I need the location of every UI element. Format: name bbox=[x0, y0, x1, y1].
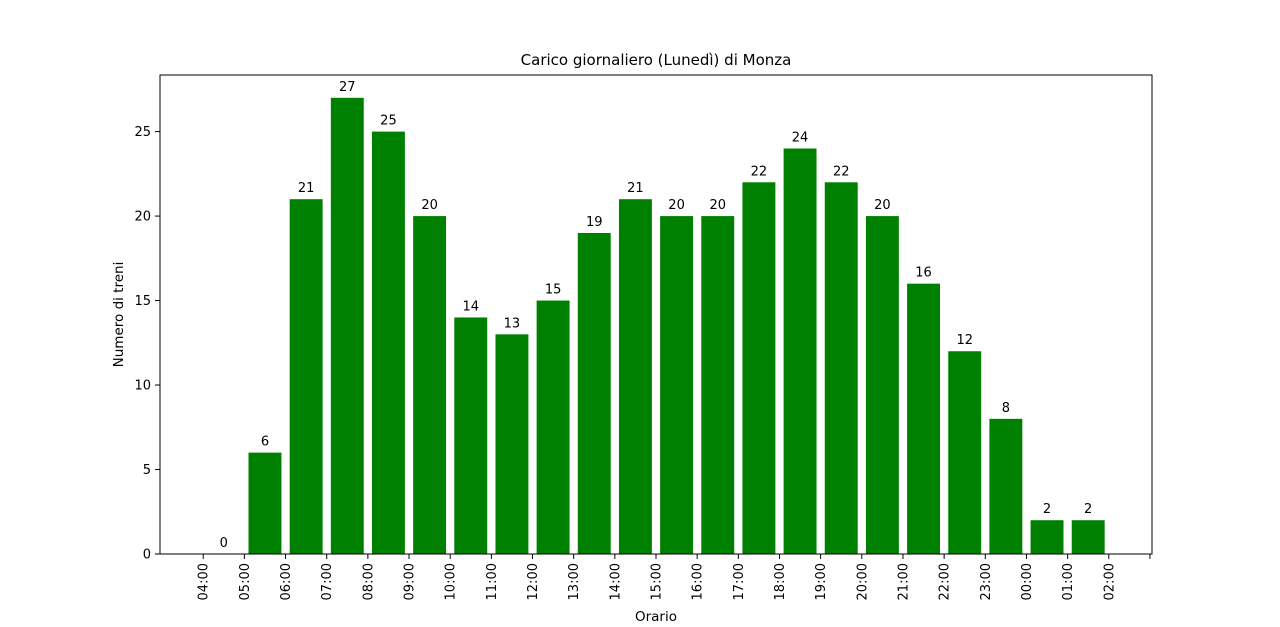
bar-value-label: 27 bbox=[339, 80, 356, 95]
y-axis-label: Numero di treni bbox=[111, 262, 127, 368]
bar-value-label: 12 bbox=[956, 333, 973, 348]
bar bbox=[289, 199, 323, 554]
x-tick-label: 20:00 bbox=[855, 563, 870, 600]
bar bbox=[1030, 520, 1064, 554]
bars-layer bbox=[248, 97, 1105, 555]
x-tick-label: 23:00 bbox=[979, 563, 994, 600]
y-tick-label: 0 bbox=[143, 548, 151, 563]
x-tick-label: 01:00 bbox=[1061, 563, 1076, 600]
bar-value-label: 21 bbox=[298, 181, 315, 196]
x-tick-label: 02:00 bbox=[1102, 563, 1117, 600]
x-tick-label: 22:00 bbox=[938, 563, 953, 600]
bar-value-label: 6 bbox=[261, 435, 269, 450]
bar bbox=[371, 131, 405, 554]
x-tick-label: 21:00 bbox=[896, 563, 911, 600]
bar bbox=[330, 97, 364, 555]
x-tick-label: 07:00 bbox=[320, 563, 335, 600]
x-tick-label: 14:00 bbox=[608, 563, 623, 600]
y-tick-label: 15 bbox=[134, 294, 151, 309]
bar-value-label: 20 bbox=[709, 198, 726, 213]
bar bbox=[618, 199, 652, 554]
bar bbox=[742, 182, 776, 554]
bar-value-label: 21 bbox=[627, 181, 644, 196]
x-tick-label: 04:00 bbox=[197, 563, 212, 600]
bar-value-label: 13 bbox=[504, 316, 521, 331]
y-tick-label: 25 bbox=[134, 125, 151, 140]
bar bbox=[454, 317, 488, 554]
y-axis: 0 5 10 15 20 25 bbox=[134, 125, 160, 563]
bar bbox=[948, 351, 982, 554]
x-tick-label: 00:00 bbox=[1020, 563, 1035, 600]
bar bbox=[577, 232, 611, 555]
bar bbox=[536, 300, 570, 554]
bar-value-label: 19 bbox=[586, 215, 603, 230]
x-axis: 04:00 05:00 06:00 07:00 08:00 09:00 10:00 11:00… bbox=[197, 554, 1151, 600]
bar-value-label: 20 bbox=[668, 198, 685, 213]
x-tick-label: 16:00 bbox=[691, 563, 706, 600]
bar bbox=[907, 283, 941, 554]
bar bbox=[660, 216, 694, 555]
bar bbox=[989, 418, 1023, 554]
y-tick-label: 10 bbox=[134, 379, 151, 394]
x-tick-label: 15:00 bbox=[650, 563, 665, 600]
bar bbox=[865, 216, 899, 555]
x-axis-label: Orario bbox=[635, 609, 677, 623]
x-tick-label: 17:00 bbox=[732, 563, 747, 600]
bar bbox=[413, 216, 447, 555]
x-tick-label: 08:00 bbox=[361, 563, 376, 600]
bar bbox=[1071, 520, 1105, 554]
x-tick-label: 11:00 bbox=[485, 563, 500, 600]
bar bbox=[824, 182, 858, 554]
bar-value-label: 14 bbox=[462, 299, 479, 314]
y-tick-label: 20 bbox=[134, 210, 151, 225]
x-tick-label: 12:00 bbox=[526, 563, 541, 600]
bar-value-label: 15 bbox=[545, 283, 562, 298]
bar-value-label: 20 bbox=[421, 198, 438, 213]
x-tick-label: 10:00 bbox=[444, 563, 459, 600]
x-tick-label: 05:00 bbox=[238, 563, 253, 600]
chart-title: Carico giornaliero (Lunedì) di Monza bbox=[521, 51, 792, 69]
x-tick-label: 13:00 bbox=[567, 563, 582, 600]
bar-value-label: 16 bbox=[915, 266, 932, 281]
bar bbox=[248, 452, 282, 554]
bar-value-label: 2 bbox=[1084, 502, 1092, 517]
bar-value-label: 0 bbox=[220, 536, 228, 551]
bar-value-label: 8 bbox=[1002, 401, 1010, 416]
x-tick-label: 06:00 bbox=[279, 563, 294, 600]
bar-value-label: 2 bbox=[1043, 502, 1051, 517]
bar-value-label: 22 bbox=[751, 164, 768, 179]
y-tick-label: 5 bbox=[143, 463, 151, 478]
x-tick-label: 19:00 bbox=[814, 563, 829, 600]
bar-value-label: 22 bbox=[833, 164, 850, 179]
bar-value-label: 20 bbox=[874, 198, 891, 213]
x-tick-label: 09:00 bbox=[403, 563, 418, 600]
bar bbox=[783, 148, 817, 554]
x-tick-label: 18:00 bbox=[773, 563, 788, 600]
bar bbox=[495, 334, 529, 554]
bar-value-label: 25 bbox=[380, 114, 397, 129]
bar bbox=[701, 216, 735, 555]
bar-value-label: 24 bbox=[792, 130, 809, 145]
